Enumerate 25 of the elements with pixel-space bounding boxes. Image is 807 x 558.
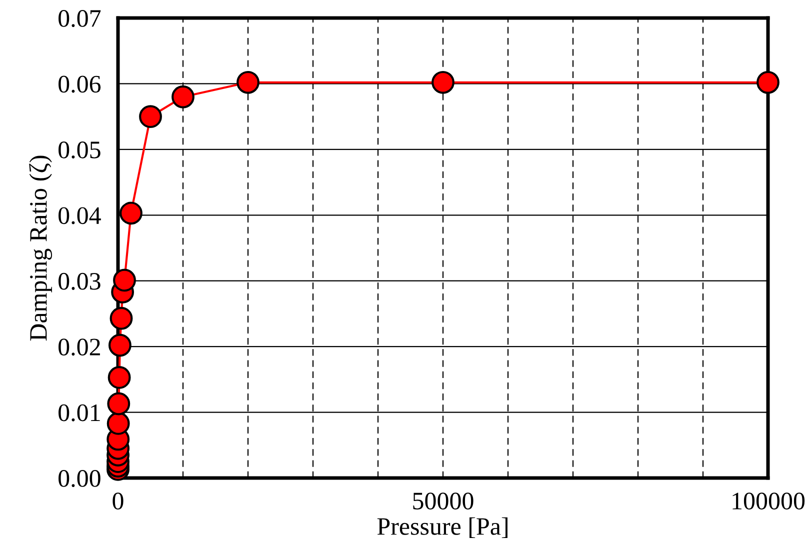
point xyxy=(236,70,260,94)
point xyxy=(432,70,454,94)
y-axis-title: Damping Ratio (ζ) xyxy=(29,156,52,341)
y-tick-label: 0.03 xyxy=(58,272,100,290)
point xyxy=(108,366,131,389)
point xyxy=(172,85,194,108)
y-tick-label: 0.05 xyxy=(58,141,100,158)
y-tick-label: 0.06 xyxy=(58,76,101,93)
y-tick-label: 0.02 xyxy=(58,338,100,356)
point xyxy=(113,268,136,292)
x-tick-label: 50000 xyxy=(413,492,474,510)
x-axis-title: Pressure [Pa] xyxy=(377,517,508,538)
point xyxy=(139,105,162,128)
point xyxy=(108,334,132,357)
y-tick-label: 0.04 xyxy=(58,207,101,224)
y-tick-label: 0.07 xyxy=(58,10,101,28)
y-tick-label: 0.00 xyxy=(58,470,100,488)
point xyxy=(107,392,130,416)
point xyxy=(106,412,130,435)
y-tick-label: 0.01 xyxy=(58,404,100,422)
x-tick-label: 0 xyxy=(112,492,124,510)
point xyxy=(120,202,142,225)
point xyxy=(110,306,133,330)
point xyxy=(756,70,780,94)
x-tick-label: 100000 xyxy=(732,492,805,510)
